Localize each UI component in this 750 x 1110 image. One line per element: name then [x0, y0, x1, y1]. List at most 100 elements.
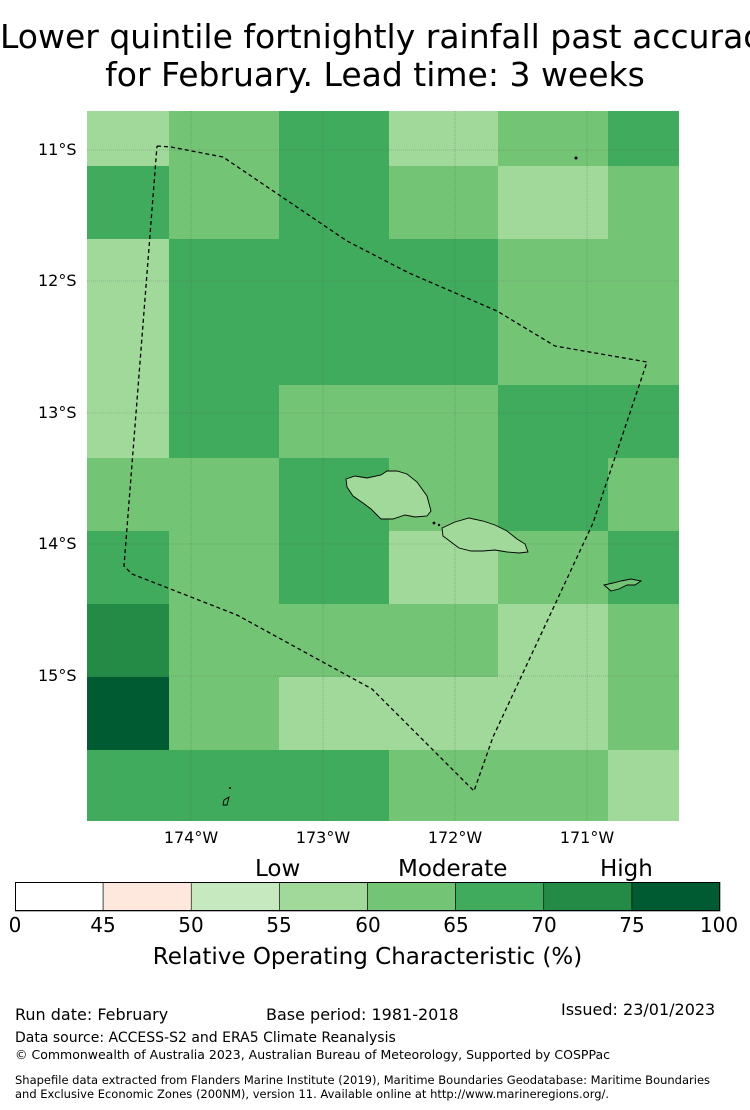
lat-label-11s: 11°S	[38, 140, 77, 159]
heatmap-cell-r5-c1	[169, 458, 279, 531]
savaii-island	[345, 470, 432, 520]
rose-atoll	[574, 156, 578, 160]
rainfall-accuracy-map	[87, 111, 679, 821]
heatmap-cell-r6-c1	[169, 531, 279, 604]
heatmap-cell-r0-c5	[608, 111, 679, 166]
heatmap-cell-r1-c2	[279, 166, 389, 239]
manono-islet	[432, 521, 436, 525]
category-moderate: Moderate	[398, 856, 508, 882]
map-title: Lower quintile fortnightly rainfall past…	[0, 18, 750, 94]
colorbar	[15, 882, 721, 912]
colorbar-cells	[15, 882, 721, 912]
tick-45: 45	[90, 913, 116, 937]
lon-label-173w: 173°W	[295, 828, 351, 847]
run-date: Run date: February	[15, 1005, 169, 1024]
tick-50: 50	[178, 913, 204, 937]
tick-60: 60	[355, 913, 381, 937]
heatmap-cell-r9-c3	[389, 750, 498, 821]
category-high: High	[600, 856, 653, 882]
heatmap-cell-r4-c4	[498, 385, 608, 458]
heatmap-cell-r9-c2	[279, 750, 389, 821]
tick-100: 100	[699, 913, 739, 937]
heatmap-cell-r1-c3	[389, 166, 498, 239]
heatmap-cell-r3-c1	[169, 312, 279, 385]
heatmap-cell-r0-c4	[498, 111, 608, 166]
heatmap-cell-r6-c2	[279, 531, 389, 604]
colorbar-segment-3	[279, 882, 368, 912]
heatmap-cell-r0-c1	[169, 111, 279, 166]
colorbar-segment-4	[367, 882, 456, 912]
heatmap-cell-r0-c3	[389, 111, 498, 166]
base-period: Base period: 1981-2018	[266, 1005, 459, 1024]
colorbar-segment-6	[543, 882, 633, 912]
heatmap-cell-r3-c2	[279, 312, 389, 385]
colorbar-segment-1	[102, 882, 192, 912]
upolu-island	[441, 517, 529, 554]
heatmap-cell-r9-c4	[498, 750, 608, 821]
lon-label-171w: 171°W	[559, 828, 615, 847]
heatmap-cell-r8-c3	[389, 677, 498, 750]
heatmap-cell-r9-c5	[608, 750, 679, 821]
swains-island	[222, 796, 230, 806]
eez-boundary	[123, 145, 648, 793]
apolima-islet	[437, 523, 441, 527]
copyright: © Commonwealth of Australia 2023, Austra…	[15, 1047, 610, 1062]
heatmap-cell-r4-c1	[169, 385, 279, 458]
heatmap-cell-r0-c2	[279, 111, 389, 166]
heatmap-cell-r4-c2	[279, 385, 389, 458]
colorbar-segment-5	[455, 882, 545, 912]
tick-0: 0	[8, 913, 22, 937]
heatmap-cell-r7-c4	[498, 604, 608, 677]
title-line-2: for February. Lead time: 3 weeks	[105, 55, 645, 94]
heatmap-cells	[87, 111, 679, 821]
tick-75: 75	[619, 913, 645, 937]
heatmap-cell-r2-c0	[87, 239, 169, 312]
lat-label-13s: 13°S	[38, 403, 77, 422]
heatmap-cell-r7-c0	[87, 604, 169, 677]
tick-55: 55	[266, 913, 292, 937]
tutuila-island	[603, 578, 643, 592]
colorbar-segment-0	[15, 882, 104, 912]
heatmap-cell-r0-c0	[87, 111, 169, 166]
heatmap-cell-r6-c5	[608, 531, 679, 604]
heatmap-cell-r8-c2	[279, 677, 389, 750]
colorbar-title: Relative Operating Characteristic (%)	[152, 944, 583, 970]
heatmap-cell-r4-c5	[608, 385, 679, 458]
heatmap-cell-r2-c2	[279, 239, 389, 312]
lat-label-15s: 15°S	[38, 666, 77, 685]
heatmap-cell-r8-c4	[498, 677, 608, 750]
heatmap-cell-r7-c2	[279, 604, 389, 677]
heatmap-cell-r6-c0	[87, 531, 169, 604]
heatmap-cell-r8-c5	[608, 677, 679, 750]
heatmap-cell-r7-c5	[608, 604, 679, 677]
heatmap-cell-r3-c4	[498, 312, 608, 385]
lon-label-172w: 172°W	[427, 828, 483, 847]
heatmap-cell-r3-c3	[389, 312, 498, 385]
heatmap-cell-r5-c5	[608, 458, 679, 531]
heatmap-cell-r2-c5	[608, 239, 679, 312]
heatmap-cell-r4-c0	[87, 385, 169, 458]
small-islet	[229, 787, 231, 789]
heatmap-cell-r9-c1	[169, 750, 279, 821]
heatmap-cell-r3-c0	[87, 312, 169, 385]
heatmap-cell-r1-c4	[498, 166, 608, 239]
heatmap-cell-r2-c1	[169, 239, 279, 312]
heatmap-cell-r1-c5	[608, 166, 679, 239]
issued-date: Issued: 23/01/2023	[561, 1000, 716, 1019]
title-line-1: Lower quintile fortnightly rainfall past…	[0, 17, 750, 56]
data-source: Data source: ACCESS-S2 and ERA5 Climate …	[15, 1030, 396, 1046]
shapefile-credit-line-1: Shapefile data extracted from Flanders M…	[15, 1073, 711, 1087]
lat-label-14s: 14°S	[38, 534, 77, 553]
heatmap-cell-r4-c3	[389, 385, 498, 458]
heatmap-cell-r1-c0	[87, 166, 169, 239]
heatmap-cell-r8-c1	[169, 677, 279, 750]
heatmap-cell-r1-c1	[169, 166, 279, 239]
category-low: Low	[255, 856, 301, 882]
shapefile-credit-line-2: and Exclusive Economic Zones (200NM), ve…	[15, 1087, 610, 1101]
heatmap-cell-r2-c4	[498, 239, 608, 312]
heatmap-cell-r7-c3	[389, 604, 498, 677]
heatmap-cell-r5-c4	[498, 458, 608, 531]
tick-70: 70	[531, 913, 557, 937]
heatmap-cell-r7-c1	[169, 604, 279, 677]
tick-65: 65	[443, 913, 469, 937]
